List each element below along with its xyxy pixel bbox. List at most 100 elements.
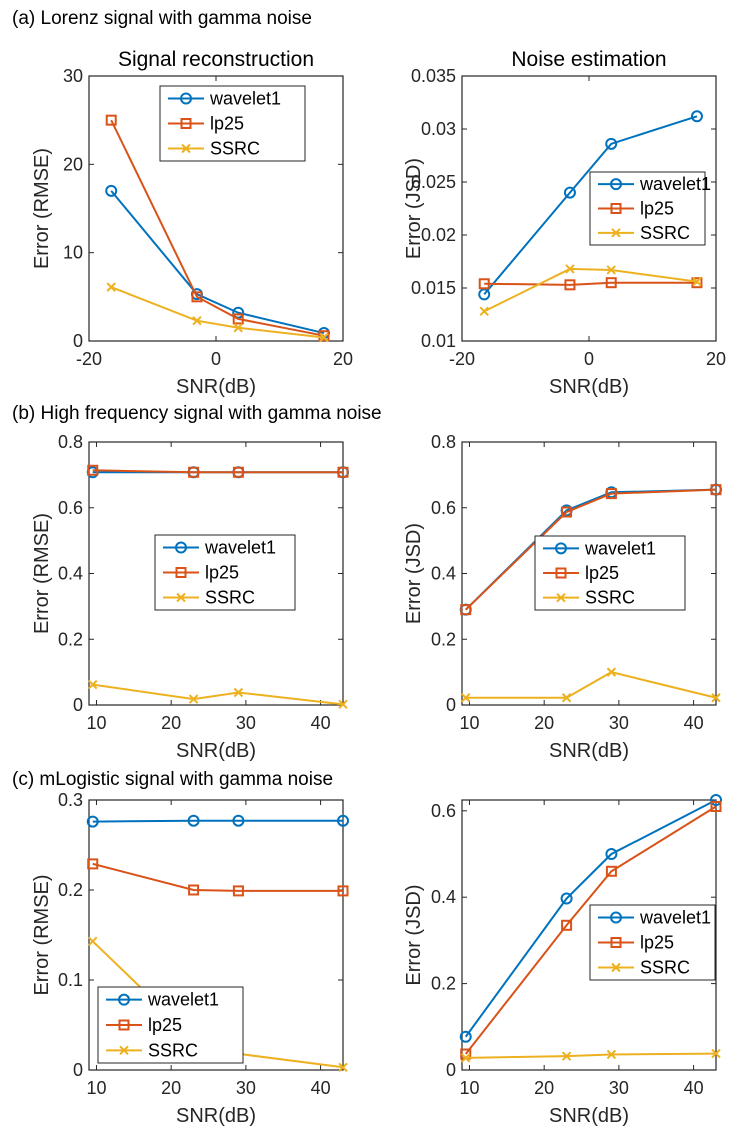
y-tick-label: 0 [73, 695, 83, 715]
series-lp25 [478, 277, 703, 291]
chart-title: Noise estimation [511, 48, 666, 71]
data-point-wavelet1 [105, 184, 118, 197]
legend: wavelet1 lp25 SSRC [589, 171, 711, 246]
x-axis-label: SNR(dB) [176, 376, 256, 398]
data-point-wavelet1 [560, 892, 573, 905]
data-point-wavelet1 [232, 814, 245, 827]
data-point-SSRC [606, 1049, 617, 1060]
data-point-lp25 [105, 114, 117, 126]
legend-marker-SSRC [181, 143, 191, 154]
data-point-lp25 [87, 858, 99, 870]
y-tick-label: 0.03 [421, 119, 456, 139]
data-point-lp25 [561, 919, 573, 931]
series-line-SSRC [465, 1052, 717, 1059]
data-point-SSRC [561, 693, 572, 703]
x-tick-label: -20 [76, 349, 102, 369]
series-line-SSRC [483, 267, 698, 313]
legend-label-SSRC: SSRC [210, 139, 260, 159]
legend-marker-wavelet1 [175, 541, 187, 554]
data-point-SSRC [565, 264, 575, 274]
legend-marker-SSRC [611, 962, 621, 973]
data-point-SSRC [711, 693, 721, 703]
data-point-SSRC [606, 667, 617, 677]
y-tick-label: 0.01 [421, 331, 456, 351]
data-point-SSRC [233, 687, 244, 698]
series-line-wavelet1 [92, 819, 343, 823]
legend-label-SSRC: SSRC [585, 588, 635, 608]
y-tick-label: 0.4 [58, 564, 83, 584]
x-tick-label: -20 [449, 349, 475, 369]
series-SSRC [461, 667, 721, 703]
data-point-SSRC [338, 699, 348, 710]
x-axis-label: SNR(dB) [549, 376, 629, 398]
data-point-wavelet1 [459, 1030, 472, 1043]
series-lp25 [87, 464, 349, 478]
data-point-lp25 [605, 277, 617, 289]
data-point-lp25 [188, 884, 200, 896]
data-point-lp25 [232, 466, 244, 478]
data-point-lp25 [605, 488, 617, 500]
x-tick-label: 10 [459, 1078, 479, 1098]
y-axis-label: Error (JSD) [403, 523, 425, 624]
series-line-wavelet1 [483, 115, 698, 296]
y-tick-label: 30 [63, 66, 83, 86]
data-point-lp25 [710, 800, 722, 812]
x-tick-label: 30 [236, 1078, 256, 1098]
data-point-lp25 [191, 291, 203, 303]
series-lp25 [460, 800, 722, 1060]
legend: wavelet1 lp25 SSRC [97, 986, 244, 1064]
legend-marker-lp25 [610, 937, 622, 948]
x-tick-label: 0 [584, 349, 594, 369]
y-tick-label: 0.02 [421, 225, 456, 245]
y-tick-label: 0.035 [411, 66, 456, 86]
data-point-SSRC [233, 323, 243, 333]
legend-label-wavelet1: wavelet1 [639, 174, 711, 194]
data-point-lp25 [691, 277, 703, 289]
x-tick-label: 30 [236, 713, 256, 733]
data-point-lp25 [564, 279, 576, 291]
data-point-SSRC [106, 282, 116, 292]
data-point-lp25 [561, 506, 573, 518]
section-title-b: (b) High frequency signal with gamma noi… [12, 403, 382, 424]
legend-label-wavelet1: wavelet1 [147, 990, 219, 1010]
y-tick-label: 0 [73, 1060, 83, 1080]
chart-2: -20 0 20 0.01 0.015 0.02 0.025 0.03 0.035 SNR(dB)… [403, 48, 726, 398]
y-tick-label: 0.4 [431, 887, 456, 907]
series-line-lp25 [464, 805, 717, 1055]
series-SSRC [106, 282, 329, 343]
data-point-lp25 [337, 466, 349, 478]
legend-marker-SSRC [119, 1045, 129, 1056]
data-point-SSRC [88, 679, 98, 690]
series-lp25 [460, 484, 722, 616]
data-point-lp25 [318, 330, 330, 342]
y-tick-label: 0 [446, 1060, 456, 1080]
series-line-wavelet1 [110, 190, 325, 335]
data-point-lp25 [710, 484, 722, 496]
legend-marker-lp25 [175, 567, 187, 578]
series-line-lp25 [465, 488, 717, 611]
x-tick-label: 20 [333, 349, 353, 369]
legend-label-wavelet1: wavelet1 [204, 538, 276, 558]
data-point-SSRC [192, 315, 202, 326]
series-line-lp25 [92, 469, 343, 474]
x-axis-label: SNR(dB) [176, 740, 256, 762]
data-point-wavelet1 [86, 815, 99, 828]
section-title-c: (c) mLogistic signal with gamma noise [12, 769, 334, 790]
legend-marker-SSRC [176, 592, 186, 603]
y-tick-label: 0.6 [431, 801, 456, 821]
series-SSRC [479, 264, 702, 317]
y-axis-label: Error (RMSE) [31, 148, 53, 269]
y-tick-label: 0.8 [431, 432, 456, 452]
data-point-wavelet1 [563, 186, 576, 199]
legend-label-lp25: lp25 [585, 563, 619, 583]
y-tick-label: 0.8 [58, 432, 83, 452]
legend-label-lp25: lp25 [205, 563, 239, 583]
x-tick-label: 40 [311, 713, 331, 733]
y-tick-label: 0.2 [431, 629, 456, 649]
x-axis-label: SNR(dB) [549, 1105, 629, 1127]
y-axis-label: Error (RMSE) [31, 874, 53, 995]
series-line-lp25 [110, 119, 325, 337]
y-tick-label: 10 [63, 243, 83, 263]
y-tick-label: 0.2 [58, 880, 83, 900]
